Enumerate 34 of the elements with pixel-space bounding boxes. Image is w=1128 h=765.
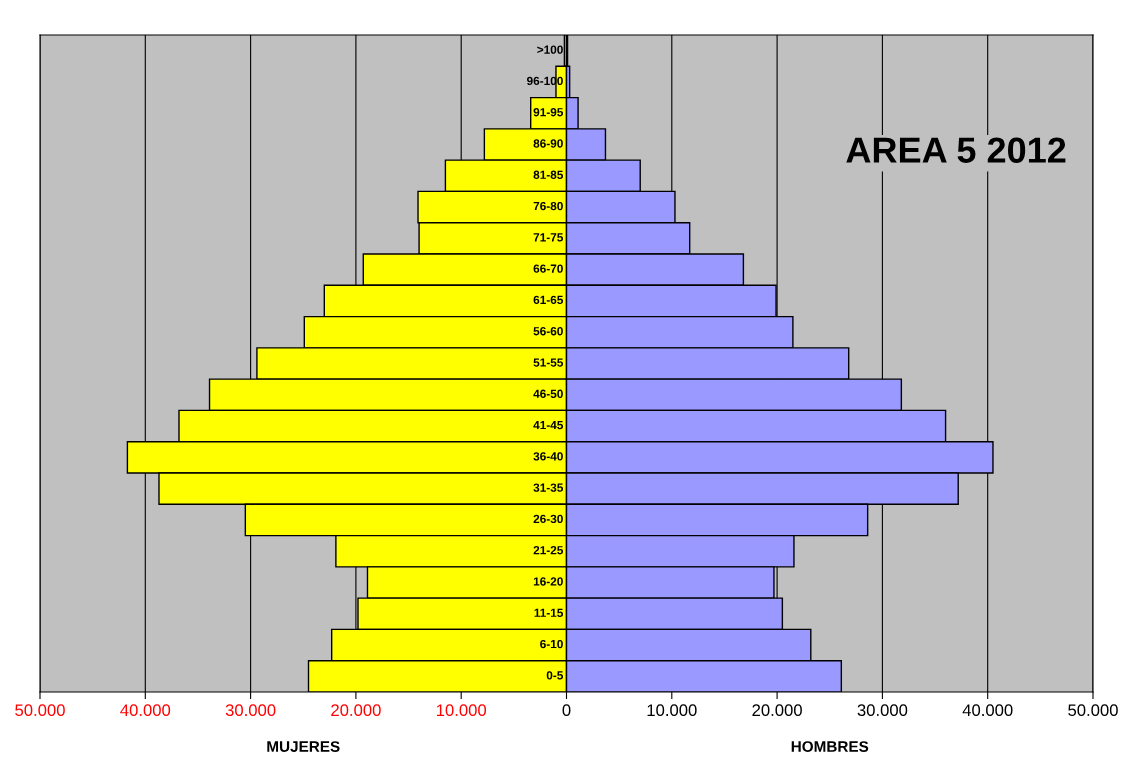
x-tick-label: 40.000	[120, 704, 171, 717]
y-tick-label: 21-25	[533, 546, 564, 555]
y-tick-label: 46-50	[533, 389, 563, 398]
text: AREA 5 2012	[846, 137, 1066, 163]
x-tick-label: 10.000	[436, 704, 487, 717]
y-tick-label: 0-5	[546, 671, 564, 680]
y-tick-label: 26-30	[533, 514, 563, 524]
y-tick-label: 91-95	[533, 108, 564, 117]
y-tick-label: 86-90	[533, 139, 563, 148]
y-tick-label: 36-40	[533, 452, 563, 461]
y-tick-label: 66-70	[533, 264, 563, 273]
x-tick-label: 20.000	[752, 704, 802, 717]
y-tick-label: 51-55	[533, 358, 564, 367]
x-tick-label: 0	[562, 704, 571, 717]
text: MUJERES	[267, 741, 340, 752]
y-tick-label: 16-20	[533, 577, 563, 586]
y-tick-label: 56-60	[533, 327, 563, 336]
y-tick-label: 41-45	[533, 421, 564, 430]
y-tick-label: 61-65	[533, 295, 564, 305]
x-tick-label: 10.000	[647, 704, 697, 717]
y-tick-label: 81-85	[533, 170, 564, 179]
text: HOMBRES	[791, 741, 869, 752]
x-tick-label: 30.000	[225, 704, 276, 717]
y-tick-label: 11-15	[534, 608, 564, 617]
y-tick-label: 31-35	[533, 483, 564, 492]
y-tick-label: 76-80	[533, 201, 563, 211]
y-tick-label: 71-75	[533, 233, 564, 242]
x-tick-label: 20.000	[331, 704, 381, 717]
x-tick-label: 40.000	[962, 704, 1013, 717]
x-tick-label: 30.000	[857, 704, 908, 717]
y-tick-label: 6-10	[540, 639, 563, 649]
x-tick-label: 50.000	[1068, 704, 1118, 717]
y-tick-label: >100	[537, 45, 563, 54]
x-tick-label: 50.000	[15, 704, 65, 717]
